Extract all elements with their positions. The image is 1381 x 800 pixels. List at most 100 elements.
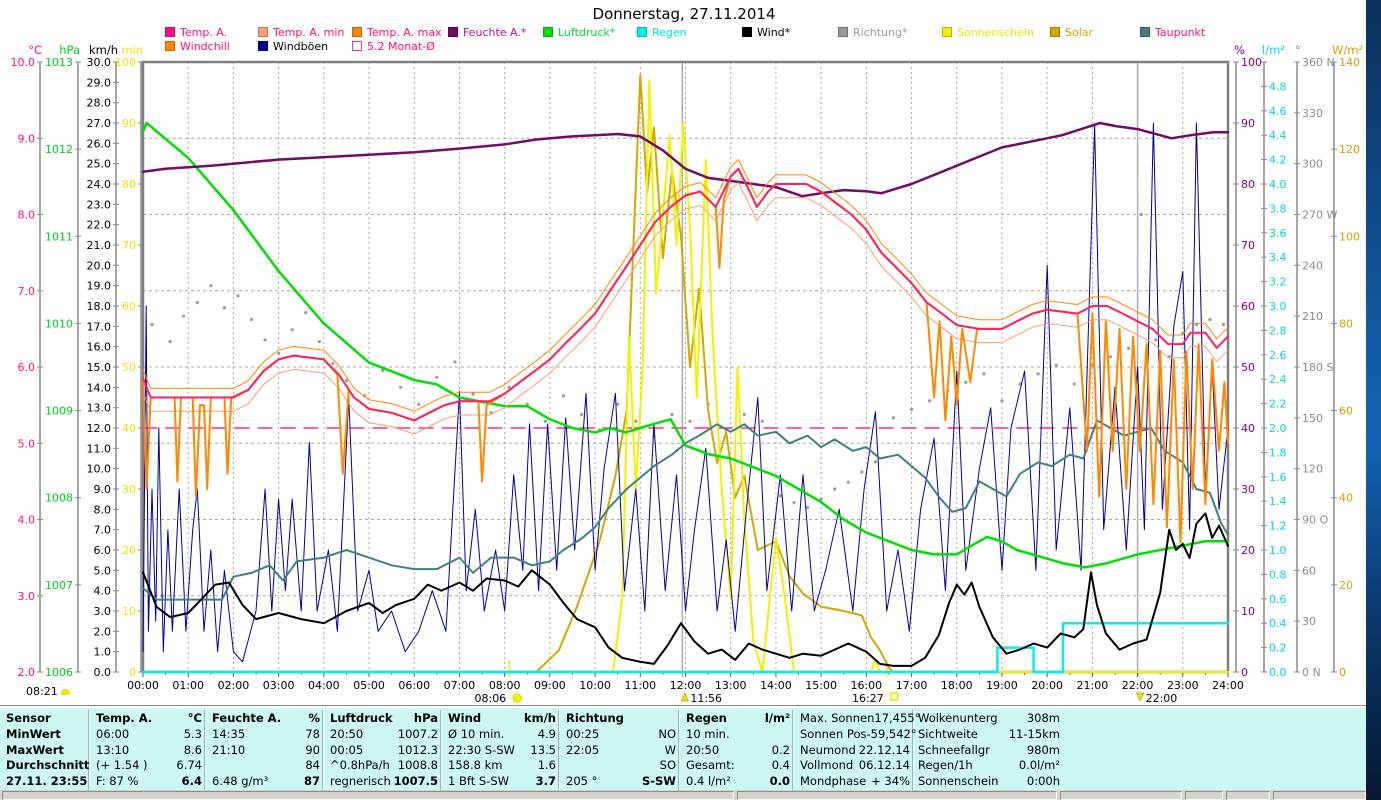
series-wind xyxy=(142,512,1229,667)
axis-tick-label: 3.2 xyxy=(1269,276,1287,289)
x-tick-label: 03:00 xyxy=(263,679,295,692)
series-windboen xyxy=(142,122,1229,663)
x-tick-label: 21:00 xyxy=(1077,679,1109,692)
legend-swatch-icon xyxy=(838,27,848,37)
axis-tick-label: 30 xyxy=(1302,615,1316,628)
svg-text:22:00: 22:00 xyxy=(1146,692,1178,705)
x-tick-label: 11:00 xyxy=(624,679,656,692)
axis-tick-label: 1.0 xyxy=(1269,544,1287,557)
table-row: Schneefallgr 980m xyxy=(918,743,1060,758)
axis-tick-label: 1.4 xyxy=(1269,495,1287,508)
cell-value: SO xyxy=(659,758,676,773)
cell-value: 6.74 xyxy=(176,758,202,773)
x-tick-label: 20:00 xyxy=(1031,679,1063,692)
axis-tick-label: 50 xyxy=(1241,361,1255,374)
axis-tick-label: 1.6 xyxy=(1269,471,1287,484)
column-header: Regen xyxy=(686,711,727,725)
axis-tick-label: 70 xyxy=(122,239,136,252)
axis-tick-label: 1012 xyxy=(45,143,73,156)
axis-tick-label: 90 O xyxy=(1302,514,1328,527)
column-header: Feuchte A. xyxy=(212,711,282,725)
table-row: Temp. A. °C xyxy=(96,711,202,726)
axis-tick-label: 1.2 xyxy=(1269,520,1287,533)
axis-tick-label: 100 xyxy=(115,56,136,69)
x-tick-label: 22:00 xyxy=(1122,679,1154,692)
axis-tick-label: 100 xyxy=(1241,56,1262,69)
x-tick-label: 07:00 xyxy=(444,679,476,692)
axis-tick-label: 6.0 xyxy=(94,544,112,557)
axis-tick-label: 10.0 xyxy=(11,56,36,69)
legend-item-sonnenschein: Sonnenschein xyxy=(942,26,1034,39)
cell-label: 20:50 xyxy=(686,742,720,757)
legend-label: Solar xyxy=(1065,25,1094,39)
axis-tick-label: 3.6 xyxy=(1269,227,1287,240)
table-col-astro: Max. Sonnen 17,455° Sonnen Pos -59,542° Neum… xyxy=(800,711,920,789)
cell-label: Sonnenschein xyxy=(918,774,999,788)
x-tick-label: 14:00 xyxy=(760,679,792,692)
axis-tick-label: 270 W xyxy=(1302,209,1337,222)
cell-label: 205 ° xyxy=(566,774,598,788)
x-tick-label: 18:00 xyxy=(941,679,973,692)
table-column-separator xyxy=(792,710,794,790)
axis-tick-label: 23.0 xyxy=(87,198,112,211)
table-row: Ø 10 min. 4.9 xyxy=(448,727,556,742)
axis-tick-label: 1011 xyxy=(45,230,73,243)
legend-swatch-icon xyxy=(942,27,952,37)
cell-value: 5.3 xyxy=(183,726,202,741)
table-row: 20:50 0.2 xyxy=(686,743,790,758)
axis-tick-label: 90 xyxy=(122,117,136,130)
axis-tick-label: 4.4 xyxy=(1269,129,1287,142)
legend-item-feuchte-a-: Feuchte A.* xyxy=(448,26,526,39)
axis-tick-label: 360 N xyxy=(1302,56,1335,69)
cell-value: 0.4 xyxy=(771,758,790,773)
table-column-separator xyxy=(678,710,680,790)
axis-tick-label: 80 xyxy=(1339,317,1353,330)
table-row: Durchschnitt xyxy=(6,758,89,773)
legend-swatch-icon xyxy=(742,27,752,37)
status-segment xyxy=(2,791,734,800)
table-row: 00:25 NO xyxy=(566,727,676,742)
axis-tick-label: 5.0 xyxy=(94,564,112,577)
legend-item-temp-a-max: Temp. A. max xyxy=(352,26,442,39)
legend-label: Luftdruck* xyxy=(558,25,616,39)
legend-label: Taupunkt xyxy=(1155,25,1206,39)
axis-tick-label: 3.0 xyxy=(1269,300,1287,313)
axis-tick-label: 0 xyxy=(1339,666,1346,679)
axis-tick-label: 17.0 xyxy=(87,320,112,333)
cell-value: 06.12.14 xyxy=(858,758,910,773)
table-row: Max. Sonnen 17,455° xyxy=(800,711,920,726)
marker-moon-down: 22:00 xyxy=(1136,692,1178,705)
legend-swatch-icon xyxy=(1050,27,1060,37)
axis-tick-label: 90 xyxy=(1241,117,1255,130)
legend-item-taupunkt: Taupunkt xyxy=(1140,25,1206,39)
axis-tick-label: 9.0 xyxy=(94,483,112,496)
corner-time: 08:21 xyxy=(26,685,70,698)
table-row: 13:10 8.6 xyxy=(96,743,202,758)
x-tick-label: 06:00 xyxy=(398,679,430,692)
cell-label: Gesamt: xyxy=(686,758,735,773)
desktop-background-strip xyxy=(1366,0,1381,800)
cell-label: ^0.8hPa/h xyxy=(330,758,390,773)
axis-tick-label: 25.0 xyxy=(87,158,112,171)
x-tick-label: 05:00 xyxy=(353,679,385,692)
table-col-temp-a-: Temp. A. °C 06:00 5.3 13:10 8.6 (+ 1.54 ) 6.74 F… xyxy=(96,711,202,789)
legend-label: Wind* xyxy=(757,25,791,39)
axis-tick-label: 2.6 xyxy=(1269,349,1287,362)
column-header: Wind xyxy=(448,711,482,725)
cell-label: 1 Bft S-SW xyxy=(448,774,509,788)
axis-tick-label: 40 xyxy=(122,422,136,435)
axis-tick-label: 10.0 xyxy=(87,463,112,476)
cell-label: 00:25 xyxy=(566,726,600,741)
axis-tick-label: 1006 xyxy=(45,666,73,679)
cell-label: 00:05 xyxy=(330,742,364,757)
axis-tick-label: 40 xyxy=(1339,492,1353,505)
table-row-labels: Sensor MinWert MaxWert Durchschnitt 27.11. 2… xyxy=(6,711,89,789)
series-solar xyxy=(142,74,1229,673)
cell-value: 1007.5 xyxy=(393,774,438,788)
table-row: Sensor xyxy=(6,711,88,726)
x-tick-label: 09:00 xyxy=(534,679,566,692)
status-segment xyxy=(1060,791,1182,800)
axis-tick-label: 14.0 xyxy=(87,381,112,394)
